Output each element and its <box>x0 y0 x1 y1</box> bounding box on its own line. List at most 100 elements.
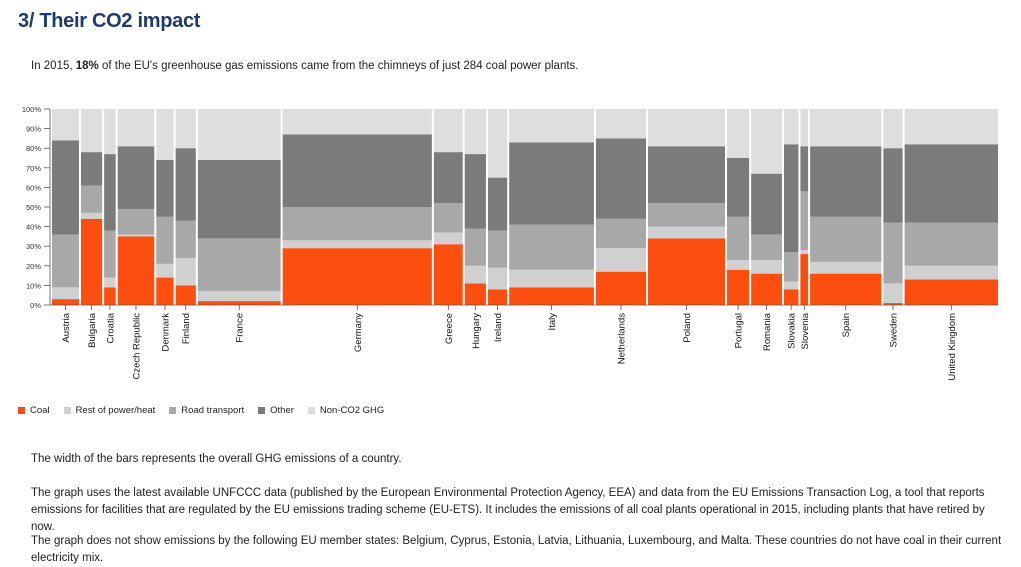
bar-segment-rest-power[interactable] <box>175 257 196 286</box>
bar-segment-other[interactable] <box>509 142 594 225</box>
bar-segment-road[interactable] <box>117 208 155 235</box>
bar-segment-other[interactable] <box>156 159 174 217</box>
bar-segment-road[interactable] <box>433 203 463 233</box>
bar-segment-other[interactable] <box>487 177 508 231</box>
bar-segment-rest-power[interactable] <box>156 263 174 278</box>
bar-segment-other[interactable] <box>197 159 281 239</box>
bar-segment-coal[interactable] <box>810 273 882 305</box>
bar-segment-coal[interactable] <box>727 269 750 305</box>
bar-segment-non-co2[interactable] <box>117 109 155 147</box>
bar-segment-coal[interactable] <box>117 236 155 305</box>
bar-segment-non-co2[interactable] <box>783 109 799 145</box>
bar-segment-other[interactable] <box>175 148 196 221</box>
bar-segment-rest-power[interactable] <box>751 259 782 274</box>
bar-segment-non-co2[interactable] <box>810 109 882 147</box>
bar-segment-road[interactable] <box>810 216 882 262</box>
bar-segment-other[interactable] <box>433 152 463 204</box>
bar-segment-non-co2[interactable] <box>904 109 998 145</box>
bar-segment-other[interactable] <box>783 144 799 253</box>
bar-segment-road[interactable] <box>80 185 103 213</box>
legend-item-coal[interactable]: Coal <box>18 405 50 416</box>
bar-segment-rest-power[interactable] <box>727 259 750 270</box>
bar-segment-coal[interactable] <box>487 289 508 305</box>
bar-segment-coal[interactable] <box>282 248 432 305</box>
bar-segment-coal[interactable] <box>433 244 463 305</box>
bar-segment-rest-power[interactable] <box>197 291 281 302</box>
bar-segment-non-co2[interactable] <box>282 109 432 135</box>
bar-segment-rest-power[interactable] <box>810 261 882 274</box>
bar-segment-other[interactable] <box>464 154 486 229</box>
bar-segment-non-co2[interactable] <box>647 109 725 147</box>
bar-segment-other[interactable] <box>282 134 432 207</box>
bar-segment-coal[interactable] <box>509 287 594 305</box>
bar-segment-non-co2[interactable] <box>464 109 486 155</box>
bar-segment-non-co2[interactable] <box>197 109 281 160</box>
bar-segment-coal[interactable] <box>175 285 196 305</box>
bar-segment-rest-power[interactable] <box>883 283 903 304</box>
bar-segment-non-co2[interactable] <box>175 109 196 149</box>
bar-segment-road[interactable] <box>156 216 174 264</box>
bar-segment-coal[interactable] <box>783 289 799 305</box>
bar-segment-non-co2[interactable] <box>156 109 174 160</box>
bar-segment-road[interactable] <box>104 230 116 278</box>
bar-segment-road[interactable] <box>197 238 281 292</box>
bar-segment-non-co2[interactable] <box>727 109 750 158</box>
bar-segment-non-co2[interactable] <box>800 109 809 147</box>
legend-item-other[interactable]: Other <box>258 405 294 416</box>
bar-segment-road[interactable] <box>904 222 998 266</box>
bar-segment-rest-power[interactable] <box>52 287 79 300</box>
bar-segment-rest-power[interactable] <box>117 234 155 237</box>
bar-segment-other[interactable] <box>595 138 646 219</box>
bar-segment-road[interactable] <box>52 234 79 288</box>
bar-segment-other[interactable] <box>80 152 103 186</box>
bar-segment-road[interactable] <box>783 252 799 282</box>
bar-segment-non-co2[interactable] <box>52 109 79 141</box>
bar-segment-road[interactable] <box>509 224 594 270</box>
bar-segment-other[interactable] <box>751 173 782 235</box>
bar-segment-road[interactable] <box>647 203 725 227</box>
bar-segment-other[interactable] <box>727 158 750 217</box>
bar-segment-rest-power[interactable] <box>647 226 725 239</box>
bar-segment-rest-power[interactable] <box>433 232 463 245</box>
bar-segment-coal[interactable] <box>156 277 174 305</box>
bar-segment-road[interactable] <box>595 218 646 249</box>
bar-segment-road[interactable] <box>282 207 432 241</box>
bar-segment-rest-power[interactable] <box>282 240 432 249</box>
bar-segment-other[interactable] <box>883 148 903 223</box>
bar-segment-rest-power[interactable] <box>487 267 508 290</box>
bar-segment-road[interactable] <box>727 216 750 260</box>
bar-segment-rest-power[interactable] <box>595 248 646 272</box>
bar-segment-coal[interactable] <box>647 238 725 305</box>
bar-segment-coal[interactable] <box>464 283 486 305</box>
bar-segment-rest-power[interactable] <box>104 277 116 288</box>
bar-segment-road[interactable] <box>175 220 196 258</box>
legend-item-road[interactable]: Road transport <box>169 405 244 416</box>
bar-segment-coal[interactable] <box>80 218 103 305</box>
bar-segment-rest-power[interactable] <box>904 265 998 280</box>
bar-segment-rest-power[interactable] <box>783 281 799 290</box>
legend-item-non-co2[interactable]: Non-CO2 GHG <box>307 405 384 416</box>
bar-segment-other[interactable] <box>800 146 809 192</box>
bar-segment-road[interactable] <box>751 234 782 260</box>
bar-segment-coal[interactable] <box>800 254 809 305</box>
bar-segment-coal[interactable] <box>595 271 646 305</box>
bar-segment-road[interactable] <box>487 230 508 268</box>
bar-segment-rest-power[interactable] <box>464 265 486 284</box>
bar-segment-non-co2[interactable] <box>433 109 463 153</box>
bar-segment-other[interactable] <box>52 140 79 235</box>
bar-segment-non-co2[interactable] <box>104 109 116 155</box>
bar-segment-rest-power[interactable] <box>800 250 809 255</box>
bar-segment-rest-power[interactable] <box>80 212 103 219</box>
bar-segment-road[interactable] <box>883 222 903 284</box>
bar-segment-non-co2[interactable] <box>595 109 646 139</box>
legend-item-rest-power[interactable]: Rest of power/heat <box>63 405 155 416</box>
bar-segment-other[interactable] <box>117 146 155 209</box>
bar-segment-non-co2[interactable] <box>883 109 903 149</box>
bar-segment-road[interactable] <box>464 228 486 266</box>
bar-segment-rest-power[interactable] <box>509 269 594 288</box>
bar-segment-coal[interactable] <box>197 301 281 305</box>
bar-segment-other[interactable] <box>104 154 116 231</box>
bar-segment-non-co2[interactable] <box>509 109 594 143</box>
bar-segment-coal[interactable] <box>904 279 998 305</box>
bar-segment-other[interactable] <box>904 144 998 223</box>
